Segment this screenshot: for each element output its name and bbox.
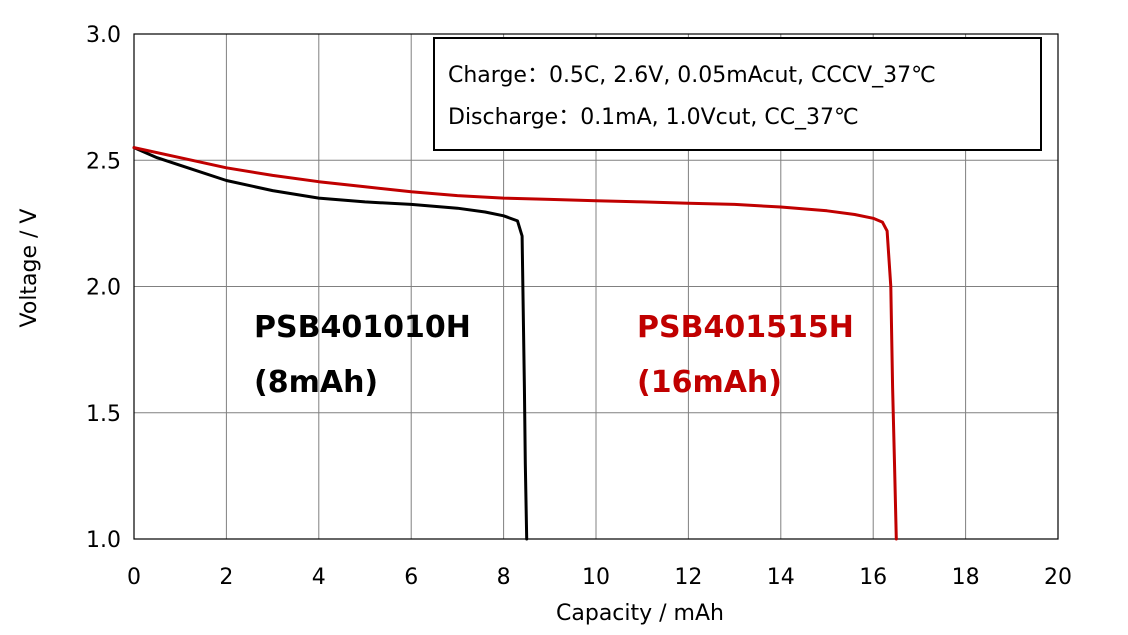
legend-box-frame: [433, 37, 1042, 151]
series-1-capacity-label: (8mAh): [254, 365, 378, 400]
series-2-name-label: PSB401515H: [637, 310, 854, 345]
charge-condition: Charge：0.5C, 2.6V, 0.05mAcut, CCCV_37℃: [448, 63, 936, 88]
x-axis-label: Capacity / mAh: [556, 601, 724, 626]
y-axis-label: Voltage / V: [17, 209, 42, 328]
x-tick-label: 4: [312, 565, 326, 590]
y-tick-label: 2.5: [86, 149, 121, 174]
x-tick-label: 10: [582, 565, 610, 590]
x-tick-label: 0: [127, 565, 141, 590]
plot-area-frame: [133, 33, 1059, 540]
x-tick-label: 6: [404, 565, 418, 590]
x-tick-label: 8: [497, 565, 511, 590]
series-line-psb401010h: [132, 146, 529, 541]
series-line-psb401515h: [132, 146, 898, 541]
series-2-capacity-label: (16mAh): [637, 365, 782, 400]
y-tick-label: 2.0: [86, 276, 121, 301]
series-lines: [132, 146, 898, 541]
conditions-legend-box: Charge：0.5C, 2.6V, 0.05mAcut, CCCV_37℃ D…: [433, 37, 1042, 151]
x-tick-label: 16: [859, 565, 887, 590]
x-tick-label: 18: [952, 565, 980, 590]
series-1-name-label: PSB401010H: [254, 310, 471, 345]
x-tick-label: 20: [1044, 565, 1072, 590]
y-tick-label: 1.5: [86, 402, 121, 427]
discharge-condition: Discharge：0.1mA, 1.0Vcut, CC_37℃: [448, 105, 859, 130]
x-tick-label: 14: [767, 565, 795, 590]
x-tick-label: 12: [674, 565, 702, 590]
y-tick-label: 3.0: [86, 23, 121, 48]
y-tick-label: 1.0: [86, 528, 121, 553]
tick-labels: 0 2 4 6 8 10 12 14 16 18 20 1.0 1.5 2.0 2.5 3.0: [86, 23, 1072, 590]
x-tick-label: 2: [219, 565, 233, 590]
